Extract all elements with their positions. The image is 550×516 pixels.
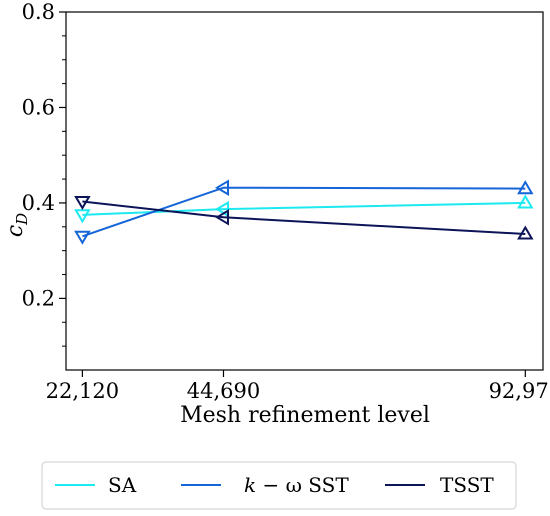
legend-label-sa: SA: [108, 473, 137, 497]
data-point-sa: [215, 200, 229, 218]
data-point-sa: [74, 209, 91, 224]
data-point-k-omega-sst: [215, 179, 229, 196]
axes-frame: [65, 11, 544, 371]
series-line-sa: [82, 201, 526, 216]
x-tick-label: 22,120: [46, 379, 119, 403]
y-tick-label: 0.2: [22, 286, 55, 310]
data-point-k-omega-sst: [74, 230, 91, 245]
y-axis-title-main: c: [3, 225, 28, 237]
series-line-k-omega-sst: [82, 186, 526, 238]
y-tick-label: 0.6: [22, 95, 55, 119]
legend: SA k − ω SST TSST: [41, 461, 517, 510]
x-tick-label: 92,970: [489, 379, 550, 403]
data-point-tsst: [74, 196, 91, 210]
y-axis-title-sub: D: [13, 213, 31, 226]
series-line-tsst: [82, 200, 526, 235]
data-point-tsst: [215, 209, 229, 226]
y-axis-title: cD: [3, 213, 31, 237]
legend-box: [41, 461, 517, 510]
legend-label-k-omega-sst: k − ω SST: [244, 473, 349, 497]
data-point-sa: [517, 194, 534, 209]
y-tick-label: 0.8: [22, 0, 55, 24]
y-tick-label: 0.4: [22, 191, 55, 215]
data-point-tsst: [517, 225, 534, 240]
x-axis-title: Mesh refinement level: [180, 403, 430, 428]
legend-label-tsst: TSST: [440, 473, 494, 497]
plot-area: 0.2 0.4 0.6 0.8 22,120 44,690 92,970: [22, 0, 550, 403]
data-point-k-omega-sst: [517, 180, 534, 195]
x-tick-label: 44,690: [187, 379, 260, 403]
